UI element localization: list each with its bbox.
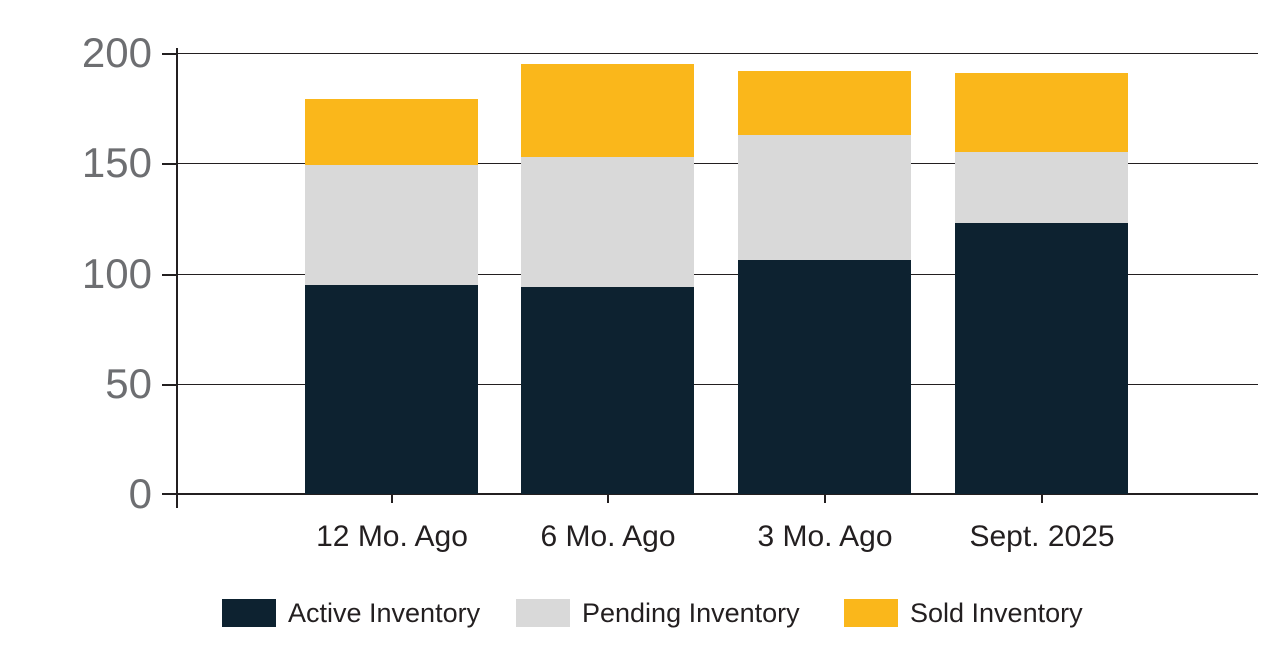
y-axis-tick-label: 200 [81,29,152,76]
x-tick-mark-12-mo-ago [391,495,393,503]
bar-segment-active-inventory [521,287,694,494]
x-axis-label-6-mo-ago: 6 Mo. Ago [540,520,676,553]
y-axis-line [176,48,178,508]
legend-item-active-inventory: Active Inventory [222,598,480,628]
y-tick-mark-0 [162,493,177,495]
legend-label-pending-inventory: Pending Inventory [582,598,800,628]
legend-swatch-active-inventory [222,599,276,627]
bar-segment-pending-inventory [521,157,694,287]
y-tick-mark-100 [162,274,177,276]
bar-segment-pending-inventory [738,135,911,260]
bar-segment-sold-inventory [955,73,1128,152]
y-axis-tick-label: 50 [105,360,152,407]
bar-3-mo-ago [738,71,911,494]
y-tick-mark-50 [162,384,177,386]
bar-6-mo-ago [521,64,694,494]
bar-segment-pending-inventory [955,152,1128,223]
legend-label-active-inventory: Active Inventory [288,598,481,628]
bar-12-mo-ago [305,99,478,494]
x-axis-label-12-mo-ago: 12 Mo. Ago [316,520,468,553]
gridline-200 [177,53,1258,54]
x-tick-mark-6-mo-ago [607,495,609,503]
bar-sept-2025 [955,73,1128,494]
bar-segment-sold-inventory [738,71,911,135]
legend-label-sold-inventory: Sold Inventory [910,598,1083,628]
y-axis-tick-label: 150 [81,139,152,186]
x-tick-mark-sept-2025 [1041,495,1043,503]
legend-swatch-pending-inventory [516,599,570,627]
x-tick-mark-3-mo-ago [824,495,826,503]
x-axis-label-sept-2025: Sept. 2025 [969,520,1115,553]
bar-segment-sold-inventory [305,99,478,165]
x-axis-label-3-mo-ago: 3 Mo. Ago [757,520,893,553]
legend-swatch-sold-inventory [844,599,898,627]
bar-segment-sold-inventory [521,64,694,157]
y-axis-tick-label: 0 [128,470,152,517]
y-tick-mark-150 [162,163,177,165]
legend-item-sold-inventory: Sold Inventory [844,598,1083,628]
bar-segment-active-inventory [955,223,1128,494]
y-axis-tick-label: 100 [81,250,152,297]
legend-item-pending-inventory: Pending Inventory [516,598,800,628]
bar-segment-active-inventory [738,260,911,494]
bar-segment-active-inventory [305,285,478,494]
x-axis-line [177,493,1258,495]
bar-segment-pending-inventory [305,165,478,285]
y-tick-mark-200 [162,53,177,55]
